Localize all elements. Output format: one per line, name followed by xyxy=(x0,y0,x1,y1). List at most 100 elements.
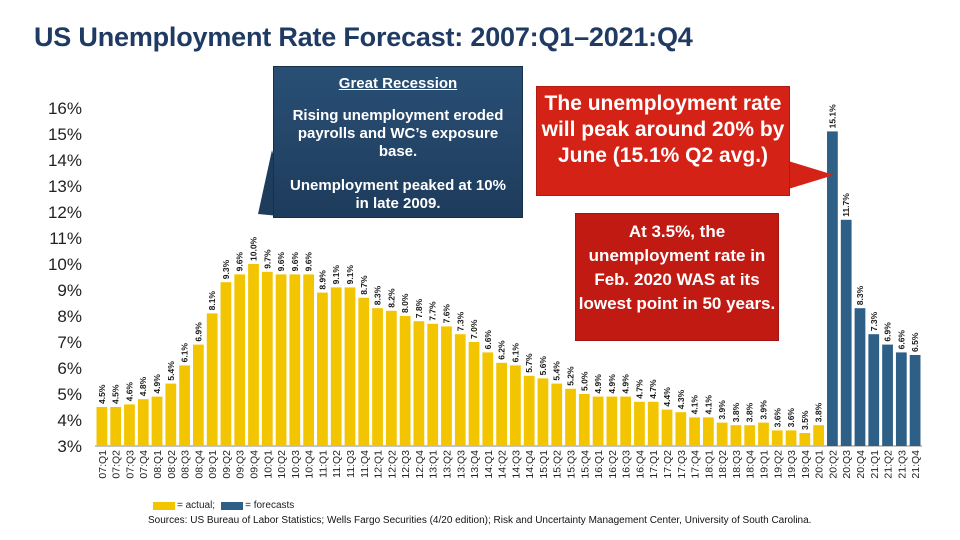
value-label: 9.6% xyxy=(304,252,314,272)
y-tick-label: 4% xyxy=(57,411,82,430)
x-tick-label: 10:Q3 xyxy=(290,450,302,479)
value-label: 4.5% xyxy=(97,384,107,404)
bar-07-Q2 xyxy=(110,407,122,446)
value-label: 4.1% xyxy=(690,395,700,415)
y-tick-label: 8% xyxy=(57,307,82,326)
x-tick-label: 09:Q1 xyxy=(207,450,219,479)
x-tick-label: 21:Q1 xyxy=(869,450,881,479)
great-recession-callout: Great Recession Rising unemployment erod… xyxy=(273,66,523,218)
value-label: 9.3% xyxy=(221,259,231,279)
x-tick-label: 18:Q2 xyxy=(717,450,729,479)
bar-08-Q4 xyxy=(193,344,204,446)
value-label: 8.0% xyxy=(400,293,410,313)
value-label: 5.4% xyxy=(166,361,176,381)
value-label: 3.8% xyxy=(814,402,824,422)
y-tick-label: 5% xyxy=(57,385,82,404)
y-tick-label: 12% xyxy=(48,203,82,222)
x-tick-label: 09:Q4 xyxy=(249,450,261,479)
value-labels: 4.5% 4.5% 4.6% 4.8% 4.9%5.4%6.1%6.9%8.1%9.3%… xyxy=(97,104,920,430)
value-label: 9.1% xyxy=(345,265,355,285)
bar-19-Q1 xyxy=(758,422,769,446)
x-tick-label: 09:Q3 xyxy=(235,450,247,479)
legend-forecast-swatch xyxy=(221,501,244,510)
x-tick-label: 12:Q1 xyxy=(373,450,385,479)
bar-17-Q3 xyxy=(675,412,687,446)
value-label: 3.9% xyxy=(758,400,768,420)
value-label: 4.8% xyxy=(138,376,148,396)
peak-pointer xyxy=(785,160,834,190)
value-label: 9.6% xyxy=(290,252,300,272)
y-tick-label: 16% xyxy=(48,99,82,118)
value-label: 4.6% xyxy=(124,382,134,402)
value-label: 6.9% xyxy=(193,322,203,342)
y-tick-label: 14% xyxy=(48,151,82,170)
value-label: 6.6% xyxy=(483,330,493,350)
bar-18-Q2 xyxy=(716,422,728,446)
bar-09-Q4 xyxy=(248,264,259,446)
bars xyxy=(96,131,921,446)
bar-14-Q1 xyxy=(482,352,494,446)
bar-17-Q1 xyxy=(647,401,659,446)
bar-16-Q2 xyxy=(606,396,618,446)
value-label: 4.7% xyxy=(648,379,658,399)
bar-11-Q3 xyxy=(344,287,356,446)
legend-actual-swatch xyxy=(153,501,175,510)
x-tick-label: 21:Q3 xyxy=(896,450,908,479)
bar-08-Q3 xyxy=(179,365,190,446)
peak-forecast-callout: The unemployment rate will peak around 2… xyxy=(536,86,790,196)
source-note: Sources: US Bureau of Labor Statistics; … xyxy=(148,515,812,526)
value-label: 9.6% xyxy=(276,252,286,272)
chart-title: US Unemployment Rate Forecast: 2007:Q1–2… xyxy=(34,22,693,52)
x-tick-label: 19:Q3 xyxy=(786,450,798,479)
value-label: 3.5% xyxy=(800,410,810,430)
y-tick-label: 15% xyxy=(48,125,82,144)
bar-16-Q3 xyxy=(620,396,632,446)
recession-heading: Great Recession xyxy=(338,75,458,92)
value-label: 8.3% xyxy=(373,285,383,305)
x-tick-label: 14:Q4 xyxy=(524,450,536,479)
value-label: 7.7% xyxy=(428,301,438,321)
x-tick-label: 08:Q4 xyxy=(193,450,205,479)
value-label: 4.4% xyxy=(662,387,672,407)
bar-17-Q2 xyxy=(661,409,673,446)
value-label: 7.3% xyxy=(455,311,465,331)
x-tick-label: 18:Q4 xyxy=(745,450,757,479)
x-tick-label: 17:Q3 xyxy=(676,450,688,479)
value-label: 3.8% xyxy=(731,402,741,422)
value-label: 6.1% xyxy=(510,343,520,363)
bar-07-Q1 xyxy=(96,407,108,446)
x-tick-label: 16:Q1 xyxy=(593,450,605,479)
x-tick-label: 16:Q2 xyxy=(607,450,619,479)
bar-09-Q2 xyxy=(220,282,232,446)
x-tick-label: 12:Q4 xyxy=(414,450,426,479)
bar-11-Q1 xyxy=(317,292,328,446)
legend-forecast-label: = forecasts xyxy=(245,500,295,511)
x-tick-label: 20:Q1 xyxy=(814,450,826,479)
x-tick-label: 08:Q3 xyxy=(180,450,192,479)
value-label: 4.1% xyxy=(703,395,713,415)
value-label: 5.6% xyxy=(538,356,548,376)
x-tick-label: 08:Q2 xyxy=(166,450,178,479)
bar-18-Q1 xyxy=(702,417,714,446)
x-tick-label: 15:Q3 xyxy=(566,450,578,479)
value-label: 15.1% xyxy=(827,104,837,129)
value-label: 6.1% xyxy=(180,343,190,363)
bar-12-Q4 xyxy=(413,321,425,446)
y-tick-label: 10% xyxy=(48,255,82,274)
bar-17-Q4 xyxy=(689,417,700,446)
value-label: 5.7% xyxy=(524,353,534,373)
bar-12-Q1 xyxy=(372,308,383,446)
bar-10-Q1 xyxy=(261,271,273,446)
bar-14-Q4 xyxy=(523,375,535,446)
x-tick-label: 18:Q3 xyxy=(731,450,743,479)
value-label: 8.2% xyxy=(386,288,396,308)
bar-13-Q3 xyxy=(454,334,466,446)
value-label: 11.7% xyxy=(841,193,851,217)
x-tick-label: 07:Q2 xyxy=(111,450,123,479)
value-label: 8.9% xyxy=(317,270,327,290)
bar-14-Q2 xyxy=(496,362,507,446)
x-tick-label: 20:Q3 xyxy=(841,450,853,479)
x-tick-label: 20:Q4 xyxy=(855,450,867,479)
bar-15-Q3 xyxy=(565,388,576,446)
bar-12-Q2 xyxy=(385,310,397,446)
